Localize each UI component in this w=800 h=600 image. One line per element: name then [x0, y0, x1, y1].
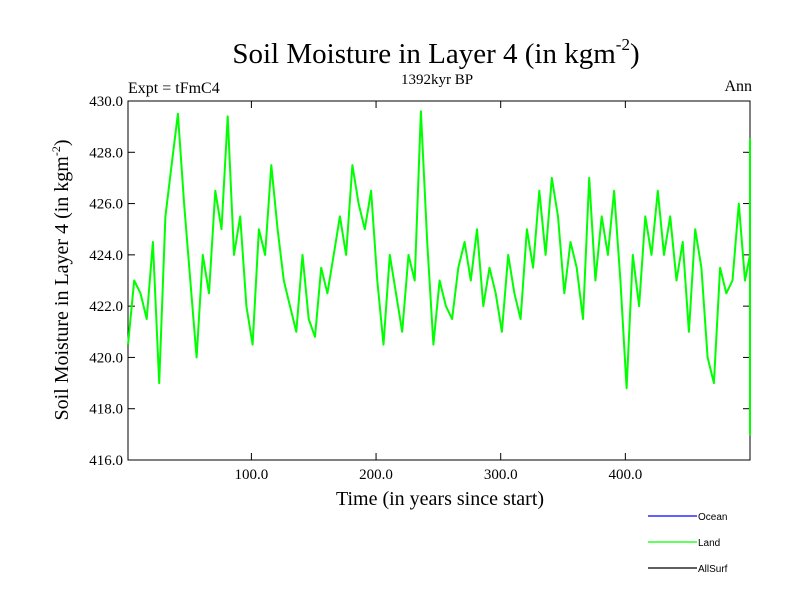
x-axis: 100.0 200.0 300.0 400.0: [235, 101, 642, 483]
y-axis-label-main: Soil Moisture in Layer 4 (in kgm: [51, 156, 73, 421]
x-axis-label: Time (in years since start): [336, 488, 544, 510]
legend-label-ocean: Ocean: [698, 512, 727, 523]
legend-label-land: Land: [698, 538, 720, 549]
x-tick-label: 100.0: [235, 467, 269, 483]
y-axis-label-close: ): [51, 139, 73, 146]
y-tick-label: 416.0: [89, 453, 123, 469]
chart-title-sup: -2: [616, 35, 630, 54]
series-layer: [127, 110, 751, 436]
y-tick-label: 418.0: [89, 402, 123, 418]
y-axis: 416.0 418.0 420.0 422.0 424.0 426.0 428.0 430.0: [89, 94, 750, 469]
series-line-land: [127, 110, 751, 436]
experiment-label: Expt = tFmC4: [128, 80, 220, 97]
y-axis-label: Soil Moisture in Layer 4 (in kgm-2): [49, 139, 73, 420]
legend: Ocean Land AllSurf: [648, 512, 728, 575]
x-tick-label: 400.0: [608, 467, 642, 483]
x-tick-label: 200.0: [359, 467, 393, 483]
y-tick-label: 424.0: [89, 248, 123, 264]
y-tick-label: 430.0: [89, 94, 123, 110]
season-label: Ann: [724, 78, 752, 95]
chart-title-close: ): [630, 38, 640, 70]
x-tick-label: 300.0: [484, 467, 518, 483]
y-tick-label: 428.0: [89, 145, 123, 161]
chart-title-main: Soil Moisture in Layer 4 (in kgm: [232, 38, 616, 70]
legend-label-allsurf: AllSurf: [698, 564, 728, 575]
chart-title: Soil Moisture in Layer 4 (in kgm-2): [232, 35, 639, 70]
y-tick-label: 426.0: [89, 197, 123, 213]
chart-subtitle: 1392kyr BP: [401, 72, 473, 88]
y-tick-label: 420.0: [89, 350, 123, 366]
y-axis-label-sup: -2: [49, 146, 63, 156]
y-tick-label: 422.0: [89, 299, 123, 315]
